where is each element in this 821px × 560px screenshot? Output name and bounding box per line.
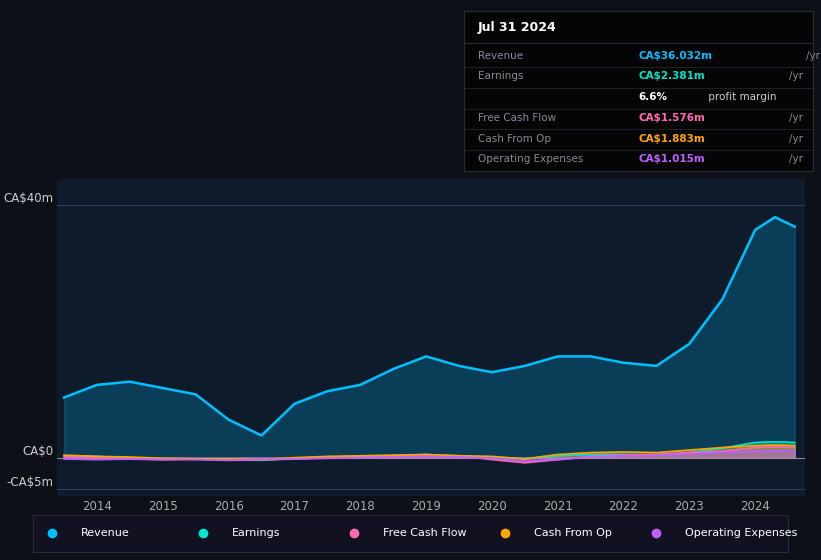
Text: profit margin: profit margin <box>705 92 777 102</box>
Text: Cash From Op: Cash From Op <box>534 529 612 538</box>
Text: /yr: /yr <box>789 71 803 81</box>
Text: CA$40m: CA$40m <box>3 192 53 204</box>
Text: Operating Expenses: Operating Expenses <box>478 155 583 165</box>
Text: CA$0: CA$0 <box>23 445 53 458</box>
Text: Cash From Op: Cash From Op <box>478 134 551 144</box>
Text: /yr: /yr <box>805 50 820 60</box>
Text: CA$36.032m: CA$36.032m <box>639 50 713 60</box>
Text: Earnings: Earnings <box>232 529 280 538</box>
Text: Revenue: Revenue <box>80 529 129 538</box>
Text: /yr: /yr <box>789 134 803 144</box>
Text: /yr: /yr <box>789 155 803 165</box>
Text: -CA$5m: -CA$5m <box>7 476 53 489</box>
Text: Free Cash Flow: Free Cash Flow <box>383 529 466 538</box>
Text: CA$1.015m: CA$1.015m <box>639 155 705 165</box>
Text: Revenue: Revenue <box>478 50 523 60</box>
Text: Jul 31 2024: Jul 31 2024 <box>478 21 557 34</box>
Text: CA$1.883m: CA$1.883m <box>639 134 705 144</box>
Text: Free Cash Flow: Free Cash Flow <box>478 113 556 123</box>
Text: /yr: /yr <box>789 113 803 123</box>
Text: CA$2.381m: CA$2.381m <box>639 71 705 81</box>
Text: Earnings: Earnings <box>478 71 523 81</box>
Text: CA$1.576m: CA$1.576m <box>639 113 705 123</box>
Text: Operating Expenses: Operating Expenses <box>685 529 797 538</box>
Text: 6.6%: 6.6% <box>639 92 667 102</box>
